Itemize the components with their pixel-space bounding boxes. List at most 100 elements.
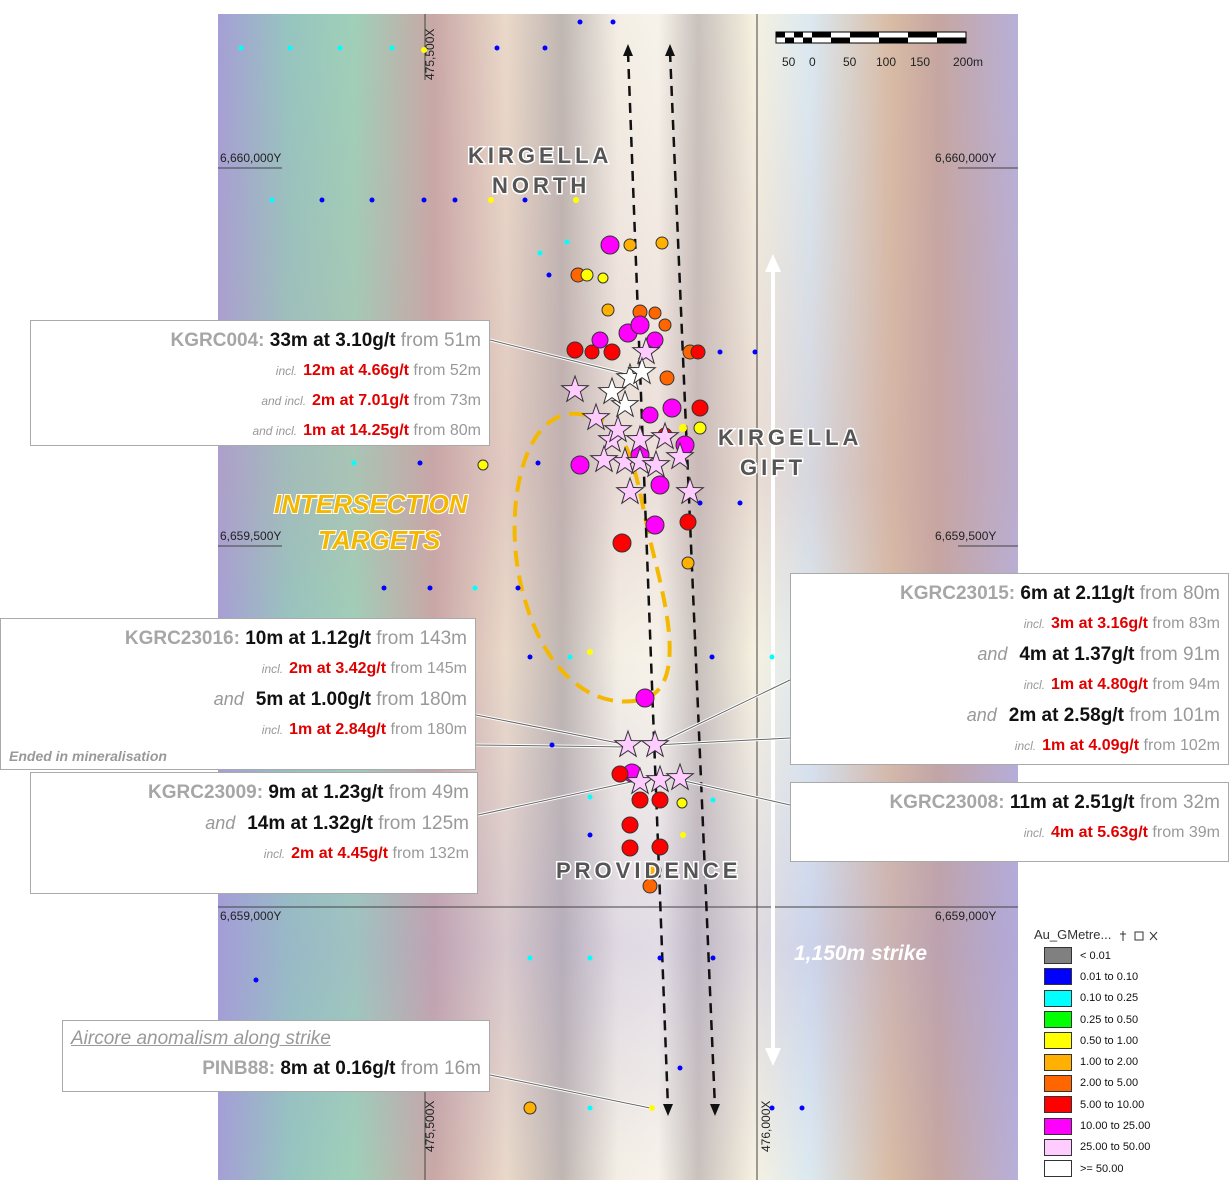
drill-hole	[478, 460, 488, 470]
drill-hole	[565, 240, 570, 245]
intercept-star	[615, 731, 642, 756]
drill-hole	[528, 655, 533, 660]
result-prefix: incl.	[1015, 739, 1036, 753]
drill-hole	[631, 316, 649, 334]
drill-hole	[428, 586, 433, 591]
from-depth: from 91m	[1140, 644, 1220, 665]
drill-hole	[270, 198, 275, 203]
drill-hole	[588, 956, 593, 961]
legend-swatch	[1044, 1054, 1072, 1071]
result-line: and5m at 1.00g/t from 180m	[9, 684, 467, 715]
legend-label: < 0.01	[1080, 950, 1111, 962]
result-prefix: incl.	[276, 364, 297, 378]
result-prefix: and	[205, 813, 235, 833]
scale-label: 50	[782, 55, 796, 69]
hole-id: KGRC23016:	[125, 628, 240, 649]
page: Kirgella drilling map { "grid_labels": {…	[0, 0, 1229, 1180]
intercept: 6m at 2.11g/t	[1020, 583, 1134, 604]
intercept: 2m at 4.45g/t	[291, 845, 388, 862]
drill-hole	[473, 586, 478, 591]
drill-hole	[320, 198, 325, 203]
from-depth: from 94m	[1152, 676, 1220, 693]
hole-id: KGRC23008:	[889, 792, 1004, 813]
from-depth: from 132m	[393, 845, 469, 862]
drill-hole	[649, 1105, 655, 1111]
drill-hole	[694, 422, 706, 434]
legend-title: Au_GMetre...	[1034, 927, 1111, 942]
drill-hole	[651, 476, 669, 494]
result-prefix: incl.	[262, 723, 283, 737]
drill-hole	[254, 978, 259, 983]
intercept: 2m at 2.58g/t	[1009, 705, 1124, 726]
from-depth: from 145m	[391, 660, 467, 677]
drill-hole	[602, 304, 614, 316]
drill-hole	[611, 20, 616, 25]
legend-item: < 0.01	[1030, 945, 1190, 966]
drill-hole	[658, 956, 663, 961]
from-depth: from 143m	[376, 628, 467, 649]
drill-hole	[647, 332, 663, 348]
y-grid-label: 6,660,000Y	[220, 151, 281, 165]
scale-bar	[776, 32, 966, 43]
drill-hole	[592, 332, 608, 348]
legend-label: 0.50 to 1.00	[1080, 1035, 1138, 1047]
intercept: 33m at 3.10g/t	[270, 330, 396, 351]
drill-hole	[649, 307, 661, 319]
legend-item: 0.10 to 0.25	[1030, 988, 1190, 1009]
drill-hole	[370, 198, 375, 203]
drill-hole	[604, 344, 620, 360]
result-line: incl.2m at 4.45g/t from 132m	[39, 839, 469, 869]
legend: Au_GMetre... < 0.01 0.01 to 0.10 0.10 to 0…	[1030, 924, 1190, 1180]
drill-hole	[418, 461, 423, 466]
y-grid-label: 6,659,000Y	[220, 909, 281, 923]
drill-hole	[613, 534, 631, 552]
drill-hole	[632, 792, 648, 808]
legend-swatch	[1044, 990, 1072, 1007]
result-prefix: and incl.	[252, 424, 297, 438]
drill-hole	[680, 514, 696, 530]
legend-label: 0.01 to 0.10	[1080, 971, 1138, 983]
drill-hole	[601, 236, 619, 254]
legend-swatch	[1044, 1118, 1072, 1135]
drill-hole	[652, 839, 668, 855]
drill-hole	[543, 46, 548, 51]
y-grid-label: 6,659,000Y	[935, 909, 996, 923]
drill-hole	[652, 792, 668, 808]
legend-item: 1.00 to 2.00	[1030, 1051, 1190, 1072]
drill-hole	[550, 743, 555, 748]
intercept-star	[591, 446, 618, 471]
drill-hole	[738, 501, 743, 506]
legend-swatch	[1044, 1139, 1072, 1156]
area-label: GIFT	[740, 455, 806, 480]
result-line: and incl.2m at 7.01g/t from 73m	[39, 386, 481, 416]
x-grid-label: 475,500X	[423, 29, 437, 80]
x-grid-label: 475,500X	[423, 1101, 437, 1152]
scale-label: 50	[843, 55, 857, 69]
from-depth: from 16m	[401, 1058, 481, 1079]
from-depth: from 180m	[376, 689, 467, 710]
area-label: PROVIDENCE	[556, 858, 741, 883]
target-label: INTERSECTION	[274, 489, 469, 519]
legend-swatch	[1044, 1075, 1072, 1092]
drill-hole	[682, 557, 694, 569]
y-grid-label: 6,659,500Y	[935, 529, 996, 543]
drill-hole	[622, 840, 638, 856]
from-depth: from 52m	[413, 362, 481, 379]
legend-label: 2.00 to 5.00	[1080, 1077, 1138, 1089]
strike-trend	[628, 52, 668, 1108]
result-line: KGRC004: 33m at 3.10g/t from 51m	[39, 325, 481, 356]
intercept: 9m at 1.23g/t	[268, 782, 383, 803]
drill-hole	[352, 461, 357, 466]
legend-label: 1.00 to 2.00	[1080, 1056, 1138, 1068]
drill-hole	[711, 798, 716, 803]
hole-id: PINB88:	[202, 1058, 275, 1079]
result-line: KGRC23009: 9m at 1.23g/t from 49m	[39, 777, 469, 808]
legend-controls[interactable]	[1119, 930, 1169, 942]
drill-hole	[710, 655, 715, 660]
scale-label: 200m	[953, 55, 983, 69]
result-line: incl.4m at 5.63g/t from 39m	[799, 818, 1220, 848]
drill-hole	[453, 198, 458, 203]
drill-hole	[656, 237, 668, 249]
